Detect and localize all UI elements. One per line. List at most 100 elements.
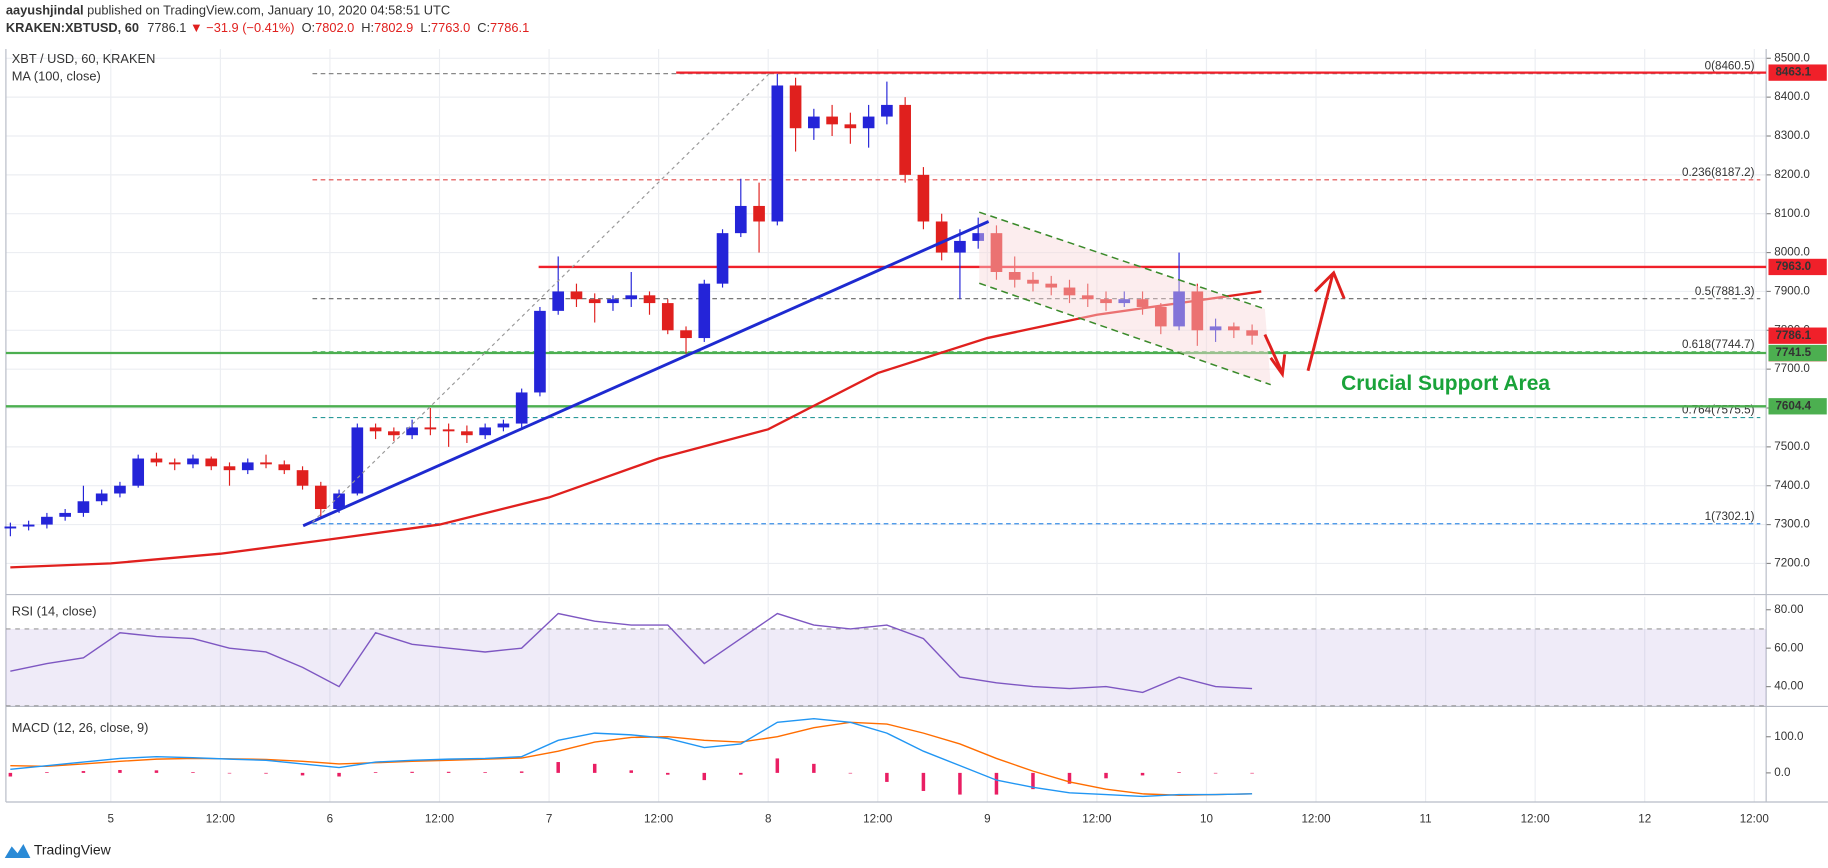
macd-histogram-bar	[1140, 772, 1145, 776]
price-box-label: 7963.0	[1775, 260, 1811, 273]
x-tick-label: 12:00	[1082, 813, 1112, 826]
y-tick-label: 8200.0	[1774, 168, 1810, 181]
macd-legend: MACD (12, 26, close, 9)	[12, 720, 149, 735]
macd-histogram-bar	[373, 772, 378, 773]
publisher: aayushjindal published on TradingView.co…	[6, 3, 450, 18]
price-box-label: 7786.1	[1775, 329, 1811, 342]
x-tick-label: 8	[765, 813, 771, 826]
candle-body	[534, 310, 546, 393]
y-tick-label: 7900.0	[1774, 285, 1810, 298]
candle-body	[808, 116, 820, 129]
macd-histogram-bar	[8, 772, 13, 777]
candle-body	[1081, 295, 1094, 300]
candle-body	[972, 233, 985, 241]
quote-key: O:	[302, 21, 316, 36]
rsi-tick-label: 60.00	[1774, 641, 1804, 654]
annotation: Crucial Support Area	[1341, 372, 1550, 395]
x-tick-label: 5	[108, 813, 114, 826]
y-tick-label: 8400.0	[1774, 90, 1810, 103]
candle-body	[515, 392, 528, 424]
macd-tick-label: 0.0	[1774, 766, 1791, 779]
macd-histogram-bar	[739, 772, 743, 775]
candle-body	[205, 458, 218, 467]
candle-body	[1209, 326, 1222, 331]
quote-key: H:	[361, 21, 374, 36]
candle-body	[954, 240, 966, 253]
channel-upper	[979, 211, 1266, 310]
logo	[4, 843, 31, 858]
candle-body	[1191, 291, 1204, 331]
rsi-band	[5, 628, 1767, 706]
fib-diagonal	[312, 73, 770, 523]
macd-histogram-bar	[191, 772, 195, 773]
fib-label: 0.5(7881.3)	[1695, 285, 1755, 298]
candle-body	[1008, 272, 1021, 280]
x-tick-label: 9	[984, 813, 990, 826]
y-tick-label: 8500.0	[1774, 51, 1810, 64]
candle-body	[223, 466, 236, 471]
change: ▼ −31.9 (−0.41%)	[190, 21, 295, 36]
symbol: KRAKEN:XBTUSD, 60	[6, 21, 139, 36]
macd-histogram-bar	[702, 772, 707, 781]
candle-body	[1027, 279, 1039, 284]
macd-histogram-bar	[775, 758, 780, 773]
quote-value: 7763.0	[431, 21, 470, 36]
macd-tick-label: 100.0	[1774, 730, 1804, 743]
macd-histogram-bar	[81, 771, 86, 773]
candle-body	[22, 524, 35, 527]
candle-body	[881, 104, 893, 117]
macd-histogram-bar	[1250, 772, 1254, 774]
macd-histogram-bar	[1031, 772, 1035, 790]
candle-body	[388, 431, 400, 436]
candle-body	[862, 116, 875, 129]
footer-brand: TradingView	[34, 842, 112, 858]
published: published on TradingView.com, January 10…	[87, 3, 450, 18]
x-tick-label: 7	[546, 813, 552, 826]
candle-body	[935, 221, 948, 253]
candle-body	[844, 124, 857, 129]
x-tick-label: 12:00	[206, 813, 236, 826]
channel-fill	[979, 212, 1271, 385]
y-tick-label: 7700.0	[1774, 362, 1810, 375]
candle-body	[734, 205, 747, 234]
price-box	[1768, 327, 1827, 344]
x-tick-label: 12	[1638, 813, 1651, 826]
candle-body	[1228, 326, 1240, 331]
fib-label: 0(8460.5)	[1705, 60, 1755, 73]
price-box-label: 8463.1	[1775, 66, 1811, 79]
channel-lower	[979, 282, 1271, 386]
candle-body	[771, 85, 784, 222]
macd-histogram-bar	[666, 772, 670, 775]
candle-body	[369, 427, 382, 432]
macd-histogram-bar	[337, 772, 341, 777]
candle-body	[643, 295, 656, 304]
candle-body	[1100, 299, 1112, 304]
candle-body	[260, 462, 272, 465]
candle-body	[314, 485, 327, 510]
candle-body	[1045, 283, 1058, 288]
candle-body	[588, 299, 601, 304]
macd-histogram-bar	[556, 762, 560, 773]
price-box	[1768, 258, 1827, 276]
quote-key: L:	[420, 21, 431, 36]
price-box-label: 7604.4	[1775, 399, 1811, 412]
quote-value: 7802.0	[315, 21, 354, 36]
rsi-legend: RSI (14, close)	[12, 603, 97, 618]
quote-key: C:	[477, 21, 490, 36]
candle-body	[753, 205, 765, 222]
candle-body	[77, 501, 90, 513]
arrow-down	[1263, 333, 1284, 374]
y-tick-label: 7200.0	[1774, 557, 1810, 570]
y-tick-label: 7500.0	[1774, 440, 1810, 453]
candle-body	[826, 116, 838, 125]
quote-line: KRAKEN:XBTUSD, 60 7786.1 ▼ −31.9 (−0.41%…	[6, 21, 529, 36]
y-tick-label: 7400.0	[1774, 479, 1810, 492]
x-tick-label: 12:00	[1301, 813, 1331, 826]
candle-body	[4, 526, 17, 529]
last: 7786.1	[147, 21, 186, 36]
macd-histogram-bar	[1213, 772, 1218, 774]
x-tick-label: 10	[1200, 813, 1213, 826]
candle-body	[497, 423, 510, 428]
price-box-label: 7741.5	[1775, 346, 1811, 359]
candle-body	[789, 85, 802, 129]
